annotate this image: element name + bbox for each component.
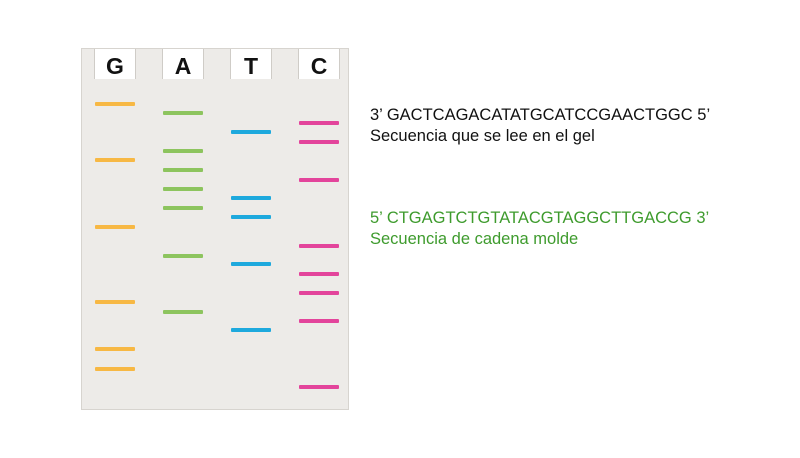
band-c	[299, 319, 339, 323]
template-sequence-caption: Secuencia de cadena molde	[370, 230, 579, 248]
band-c	[299, 291, 339, 295]
band-g	[95, 225, 135, 229]
template-sequence: 5’ CTGAGTCTGTATACGTAGGCTTGACCG 3’	[370, 209, 710, 227]
band-t	[231, 262, 271, 266]
band-a	[163, 168, 203, 172]
band-c	[299, 244, 339, 248]
band-c	[299, 385, 339, 389]
band-a	[163, 254, 203, 258]
lane-label-c: C	[298, 49, 340, 79]
band-g	[95, 158, 135, 162]
lane-label-t: T	[230, 49, 272, 79]
band-c	[299, 178, 339, 182]
band-g	[95, 367, 135, 371]
sequencing-gel: G A T C	[81, 48, 349, 410]
gel-sequence: 3’ GACTCAGACATATGCATCCGAACTGGC 5’	[370, 106, 711, 124]
band-a	[163, 111, 203, 115]
band-t	[231, 328, 271, 332]
band-a	[163, 187, 203, 191]
band-c	[299, 272, 339, 276]
band-a	[163, 206, 203, 210]
band-c	[299, 140, 339, 144]
lane-label-a: A	[162, 49, 204, 79]
band-c	[299, 121, 339, 125]
band-g	[95, 347, 135, 351]
band-t	[231, 196, 271, 200]
gel-sequence-caption: Secuencia que se lee en el gel	[370, 127, 595, 145]
band-t	[231, 215, 271, 219]
lane-label-g: G	[94, 49, 136, 79]
band-g	[95, 102, 135, 106]
band-a	[163, 310, 203, 314]
band-a	[163, 149, 203, 153]
band-t	[231, 130, 271, 134]
band-g	[95, 300, 135, 304]
